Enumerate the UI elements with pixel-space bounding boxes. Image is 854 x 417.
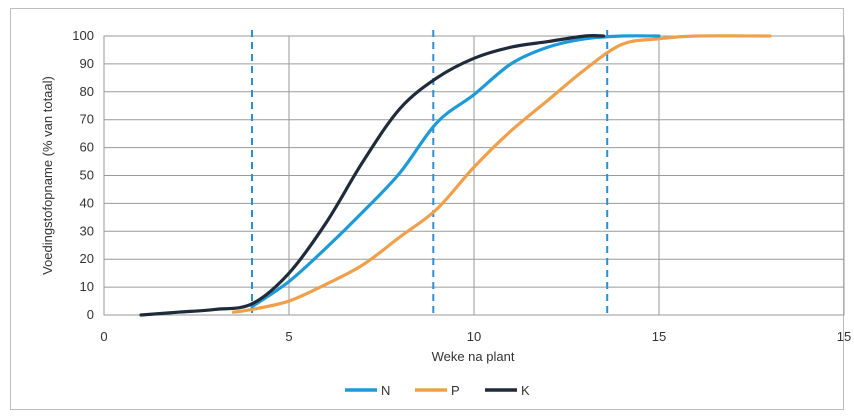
y-axis-label: Voedingstofopname (% van totaal) [40,76,55,275]
y-tick-label: 60 [80,140,94,155]
x-tick-label: 15 [652,329,666,344]
legend-item-k: K [485,383,530,398]
legend-item-p: P [415,383,460,398]
legend-label: N [381,383,390,398]
legend-label: P [451,383,460,398]
y-tick-label: 90 [80,56,94,71]
x-axis-label: Weke na plant [432,349,515,364]
y-tick-label: 100 [72,28,94,43]
y-tick-label: 0 [87,307,94,322]
x-tick-label: 10 [467,329,481,344]
tick-labels: 0 10 20 30 40 50 60 70 80 90 100 0 5 10 15 15 [72,28,851,344]
series-line-k [139,33,606,317]
y-tick-label: 10 [80,279,94,294]
series-layer [139,33,772,317]
legend-label: K [521,383,530,398]
x-tick-label: 5 [285,329,292,344]
reference-lines [251,30,609,317]
y-tick-label: 40 [80,195,94,210]
series-line-n [250,34,661,309]
y-tick-label: 70 [80,112,94,127]
legend-item-n: N [345,383,390,398]
y-tick-label: 80 [80,84,94,99]
x-tick-label: 15 [837,329,851,344]
y-tick-label: 30 [80,223,94,238]
x-tick-label: 0 [100,329,107,344]
y-tick-label: 20 [80,251,94,266]
grid-layer [103,35,845,316]
chart-frame [10,8,844,410]
y-tick-label: 50 [80,168,94,183]
series-line-p [231,34,772,314]
